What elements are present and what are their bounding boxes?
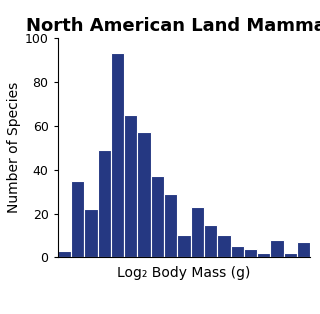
Bar xyxy=(71,181,84,257)
Bar xyxy=(137,132,151,257)
X-axis label: Log₂ Body Mass (g): Log₂ Body Mass (g) xyxy=(117,266,251,280)
Y-axis label: Number of Species: Number of Species xyxy=(6,82,20,213)
Bar xyxy=(297,242,310,257)
Bar xyxy=(177,236,191,257)
Bar xyxy=(84,209,98,257)
Bar xyxy=(270,240,284,257)
Bar xyxy=(124,115,137,257)
Bar xyxy=(244,249,257,257)
Title: North American Land Mammals: North American Land Mammals xyxy=(26,17,320,35)
Bar xyxy=(191,207,204,257)
Bar xyxy=(284,253,297,257)
Bar xyxy=(257,253,270,257)
Bar xyxy=(204,225,217,257)
Bar xyxy=(217,236,231,257)
Bar xyxy=(151,176,164,257)
Bar xyxy=(58,251,71,257)
Bar xyxy=(231,246,244,257)
Bar xyxy=(164,194,177,257)
Bar xyxy=(111,53,124,257)
Bar xyxy=(98,150,111,257)
